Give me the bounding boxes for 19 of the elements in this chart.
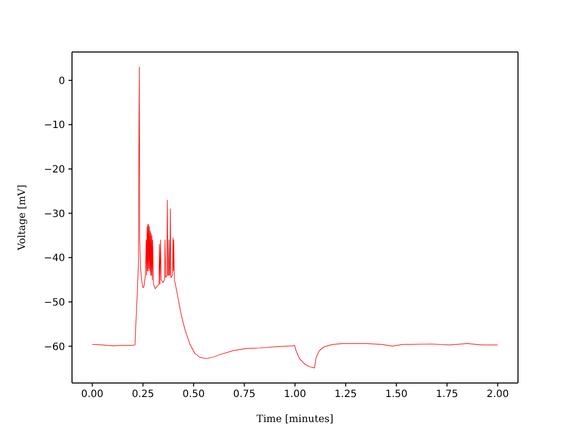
x-tick-label: 0.75 xyxy=(233,389,256,400)
y-tick-label: −50 xyxy=(44,297,65,308)
x-tick-label: 0.50 xyxy=(182,389,205,400)
line-series xyxy=(92,66,498,368)
x-tick-label: 0.00 xyxy=(81,389,104,400)
y-tick-label: −10 xyxy=(44,120,65,132)
x-axis-title: Time [minutes] xyxy=(256,414,334,425)
x-tick-label: 1.50 xyxy=(385,389,408,400)
y-tick-label: 0 xyxy=(58,76,65,87)
x-tick-label: 1.75 xyxy=(436,389,458,400)
y-tick-label: −40 xyxy=(44,253,65,264)
x-tick-label: 0.25 xyxy=(132,389,154,400)
y-axis-title: Voltage [mV] xyxy=(17,184,28,252)
x-tick-label: 2.00 xyxy=(486,389,509,400)
y-tick-label: −20 xyxy=(44,164,65,176)
x-tick-label: 1.00 xyxy=(284,389,306,400)
y-tick-label: −30 xyxy=(44,208,65,220)
y-tick-label: −60 xyxy=(44,342,65,353)
x-tick-label: 1.25 xyxy=(334,389,357,400)
